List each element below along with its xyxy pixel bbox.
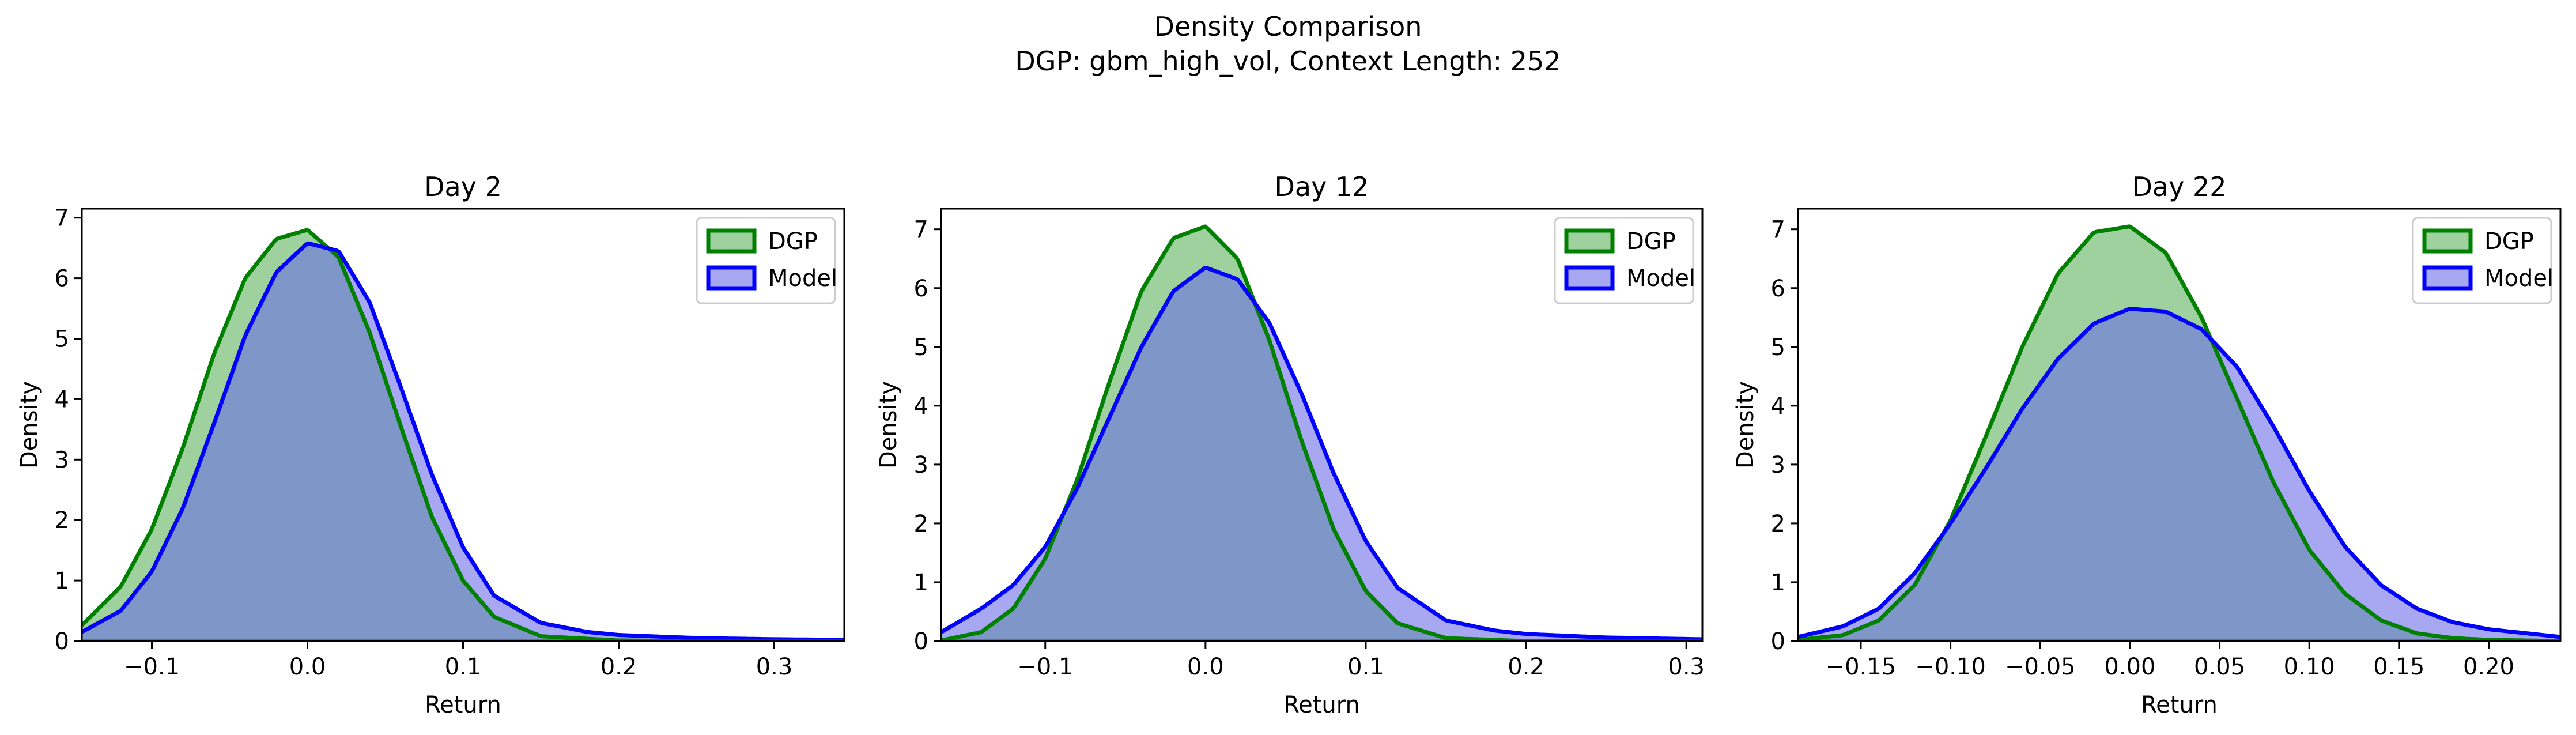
- x-axis-label: Return: [425, 692, 501, 718]
- x-tick-label: −0.1: [1017, 654, 1073, 680]
- y-tick-label: 2: [55, 507, 69, 534]
- x-tick-label: 0.05: [2194, 654, 2245, 680]
- y-tick-label: 5: [914, 334, 928, 361]
- x-tick-label: 0.1: [1347, 654, 1384, 680]
- dgp-density-line: [82, 228, 844, 641]
- y-tick-label: 5: [1771, 334, 1785, 361]
- x-tick-label: 0.3: [1668, 654, 1705, 680]
- y-tick-label: 2: [1771, 511, 1785, 537]
- legend-label: DGP: [768, 228, 818, 255]
- model-density-line: [1798, 307, 2560, 639]
- legend: DGP Model: [696, 217, 837, 304]
- plot-area: [941, 224, 1702, 641]
- y-tick-label: 1: [55, 568, 69, 594]
- plot-area: [1798, 224, 2560, 641]
- y-tick-label: 4: [55, 386, 69, 413]
- x-tick-label: 0.1: [445, 654, 482, 680]
- y-tick-label: 0: [914, 628, 928, 655]
- y-tick-label: 3: [55, 447, 69, 473]
- legend-label: Model: [2484, 265, 2554, 292]
- x-tick-label: −0.05: [2005, 654, 2076, 680]
- y-tick-label: 4: [914, 393, 928, 420]
- figure-title-line2: DGP: gbm_high_vol, Context Length: 252: [1015, 46, 1561, 77]
- legend: DGP Model: [2412, 217, 2554, 304]
- y-tick-label: 2: [914, 511, 928, 537]
- y-tick-label: 0: [1771, 628, 1785, 655]
- plot-area: [82, 228, 844, 641]
- x-tick-label: −0.10: [1915, 654, 1986, 680]
- y-tick-label: 4: [1771, 393, 1785, 420]
- overlap-density-fill: [941, 267, 1702, 641]
- y-axis-label: Density: [875, 381, 902, 469]
- x-tick-label: −0.1: [124, 654, 180, 680]
- legend-swatch: [706, 228, 757, 254]
- x-tick-label: 0.15: [2373, 654, 2424, 680]
- legend-swatch: [1564, 228, 1615, 254]
- y-tick-label: 6: [914, 276, 928, 302]
- legend-label: DGP: [2484, 228, 2534, 255]
- figure-title-line1: Density Comparison: [1154, 11, 1422, 42]
- x-tick-label: 0.20: [2463, 654, 2514, 680]
- x-tick-label: 0.00: [2104, 654, 2155, 680]
- subplot-panels: −0.1 0.0 0.1 0.2 0.3 0 1 2 3 4 5 6 7 Day 2 Return Densi…: [16, 171, 2562, 718]
- subplot-2: −0.1 0.0 0.1 0.2 0.3 0 1 2 3 4 5 6 7 Day 12 Return Dens…: [875, 171, 1705, 718]
- y-tick-label: 5: [55, 326, 69, 353]
- overlap-density-fill: [1798, 308, 2560, 641]
- y-axis-label: Density: [16, 381, 43, 469]
- y-tick-label: 3: [1771, 452, 1785, 478]
- y-tick-label: 1: [1771, 570, 1785, 596]
- dgp-density-line: [1798, 224, 2560, 641]
- legend-swatch: [2422, 265, 2473, 291]
- legend-label: Model: [1626, 265, 1695, 292]
- y-tick-label: 7: [55, 205, 69, 232]
- x-tick-label: 0.2: [1508, 654, 1544, 680]
- subplot-3: −0.15 −0.10 −0.05 0.00 0.05 0.10 0.15 0.20 0 1 2 3 4…: [1732, 171, 2562, 718]
- y-tick-label: 7: [1771, 217, 1785, 243]
- y-tick-label: 3: [914, 452, 928, 478]
- y-tick-label: 6: [55, 266, 69, 292]
- x-tick-label: 0.10: [2284, 654, 2335, 680]
- x-tick-label: 0.0: [289, 654, 326, 680]
- y-tick-label: 1: [914, 570, 928, 596]
- y-axis-label: Density: [1732, 381, 1759, 469]
- legend: DGP Model: [1554, 217, 1695, 304]
- x-tick-label: 0.3: [756, 654, 793, 680]
- x-tick-label: −0.15: [1826, 654, 1897, 680]
- model-density-line: [82, 241, 844, 641]
- subplot-title: Day 2: [424, 171, 502, 202]
- legend-swatch: [706, 265, 757, 291]
- axes-frame: [1797, 208, 2562, 642]
- subplot-title: Day 22: [2132, 171, 2227, 202]
- x-axis-label: Return: [2141, 692, 2218, 718]
- x-axis-label: Return: [1283, 692, 1360, 718]
- y-tick-label: 7: [914, 217, 928, 243]
- model-density-line: [941, 266, 1702, 641]
- y-tick-label: 6: [1771, 276, 1785, 302]
- legend-swatch: [1564, 265, 1615, 291]
- y-tick-label: 0: [55, 628, 69, 655]
- legend-swatch: [2422, 228, 2473, 254]
- subplot-title: Day 12: [1275, 171, 1369, 202]
- legend-label: DGP: [1626, 228, 1676, 255]
- x-tick-label: 0.2: [600, 654, 637, 680]
- legend-label: Model: [768, 265, 837, 292]
- overlap-density-fill: [82, 243, 844, 641]
- axes-frame: [940, 208, 1704, 642]
- x-tick-label: 0.0: [1187, 654, 1224, 680]
- subplot-1: −0.1 0.0 0.1 0.2 0.3 0 1 2 3 4 5 6 7 Day 2 Return Densi…: [16, 171, 845, 718]
